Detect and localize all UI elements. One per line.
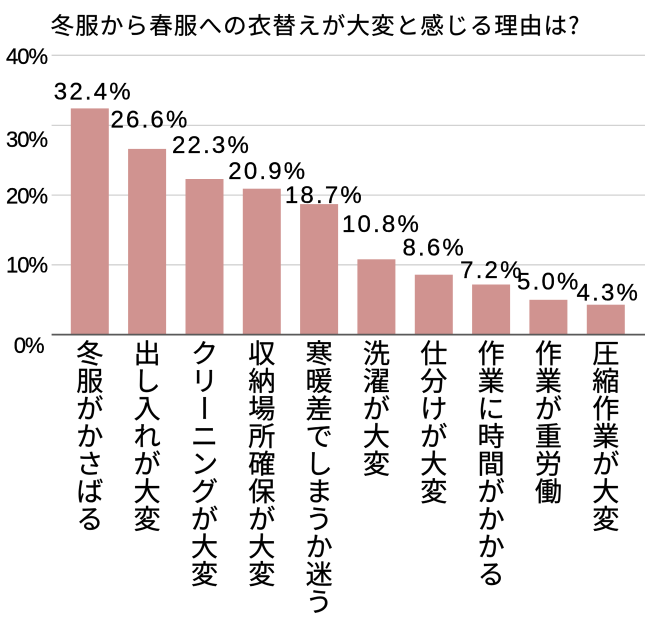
svg-text:40%: 40% — [6, 44, 47, 69]
svg-text:10.8%: 10.8% — [342, 211, 421, 238]
svg-text:8.6%: 8.6% — [402, 235, 466, 262]
svg-text:18.7%: 18.7% — [285, 182, 364, 209]
svg-text:20%: 20% — [6, 184, 47, 209]
svg-text:22.3%: 22.3% — [172, 132, 251, 159]
svg-text:0%: 0% — [14, 333, 44, 358]
svg-text:20.9%: 20.9% — [228, 158, 307, 185]
svg-text:4.3%: 4.3% — [577, 280, 641, 307]
svg-text:32.4%: 32.4% — [54, 79, 133, 106]
svg-text:7.2%: 7.2% — [460, 257, 524, 284]
svg-text:10%: 10% — [6, 253, 47, 278]
svg-text:26.6%: 26.6% — [110, 107, 189, 134]
svg-text:5.0%: 5.0% — [517, 269, 581, 296]
svg-text:30%: 30% — [6, 127, 47, 152]
